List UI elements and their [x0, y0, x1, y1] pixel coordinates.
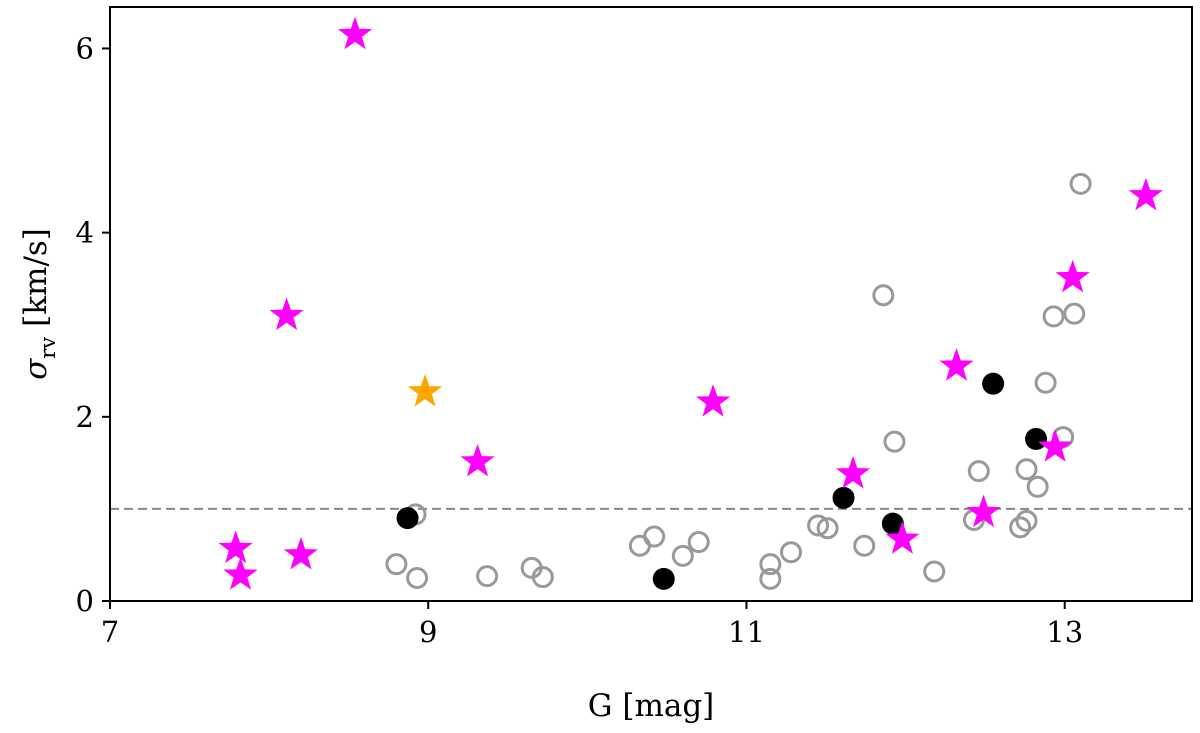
y-axis-label: σrv [km/s] [18, 228, 60, 380]
data-point-open-circle [671, 544, 694, 567]
y-tick-label: 2 [76, 400, 94, 434]
data-point-open-circle [476, 565, 499, 588]
data-point-filled-circle [1025, 427, 1048, 450]
data-point-open-circle [872, 284, 895, 307]
data-point-open-circle [385, 553, 408, 576]
data-point-open-circle [807, 514, 830, 537]
data-point-filled-circle [396, 507, 419, 530]
x-tick-label: 7 [101, 615, 119, 649]
data-point-filled-circle [982, 372, 1005, 395]
data-point-open-circle [1026, 475, 1049, 498]
data-point-open-circle [816, 517, 839, 540]
x-axis-label: G [mag] [588, 688, 715, 724]
data-point-open-circle [1042, 305, 1065, 328]
data-point-filled-circle [832, 486, 855, 509]
data-point-open-circle [967, 460, 990, 483]
data-point-open-circle [923, 560, 946, 583]
y-tick-label: 6 [76, 31, 94, 65]
data-point-open-circle [883, 430, 906, 453]
data-point-open-circle [1069, 172, 1092, 195]
data-point-magenta-star [269, 297, 304, 331]
data-point-open-circle [853, 534, 876, 557]
data-point-open-circle [780, 541, 803, 564]
x-tick-label: 9 [419, 615, 437, 649]
y-tick-label: 0 [76, 584, 94, 618]
x-tick-label: 13 [1046, 615, 1083, 649]
x-tick-label: 11 [728, 615, 765, 649]
data-point-magenta-star [966, 494, 1001, 528]
data-point-open-circle [759, 553, 782, 576]
y-tick-label: 4 [76, 216, 94, 250]
data-point-open-circle [1063, 302, 1086, 325]
plot-frame [109, 6, 1193, 602]
data-point-magenta-star [223, 557, 258, 590]
data-point-filled-circle [652, 567, 675, 590]
data-point-magenta-star [695, 384, 731, 417]
data-point-magenta-star [1055, 259, 1090, 293]
data-point-magenta-star [218, 530, 253, 564]
plot-background [110, 7, 1192, 601]
y-axis-label-unit: [km/s] [18, 228, 54, 327]
data-point-magenta-star [460, 443, 495, 477]
data-point-filled-circle [881, 512, 904, 535]
data-point-open-circle [643, 525, 666, 548]
data-point-magenta-star [885, 521, 920, 554]
data-point-magenta-star [939, 348, 974, 381]
data-point-orange-star [407, 373, 443, 407]
data-point-magenta-star [1128, 177, 1163, 211]
data-point-open-circle [759, 567, 782, 590]
data-point-magenta-star [1038, 429, 1073, 462]
data-point-open-circle [687, 531, 710, 554]
y-axis-label-subscript: rv [36, 337, 60, 359]
data-point-magenta-star [283, 536, 319, 570]
data-point-open-circle [1015, 509, 1038, 532]
data-point-open-circle [531, 566, 554, 589]
data-point-magenta-star [835, 455, 871, 489]
data-point-open-circle [1034, 371, 1057, 394]
data-point-open-circle [1015, 458, 1038, 481]
data-point-open-circle [406, 566, 429, 589]
y-axis-label-symbol: σ [18, 358, 54, 380]
data-point-magenta-star [337, 16, 373, 50]
data-point-open-circle [1009, 516, 1032, 539]
